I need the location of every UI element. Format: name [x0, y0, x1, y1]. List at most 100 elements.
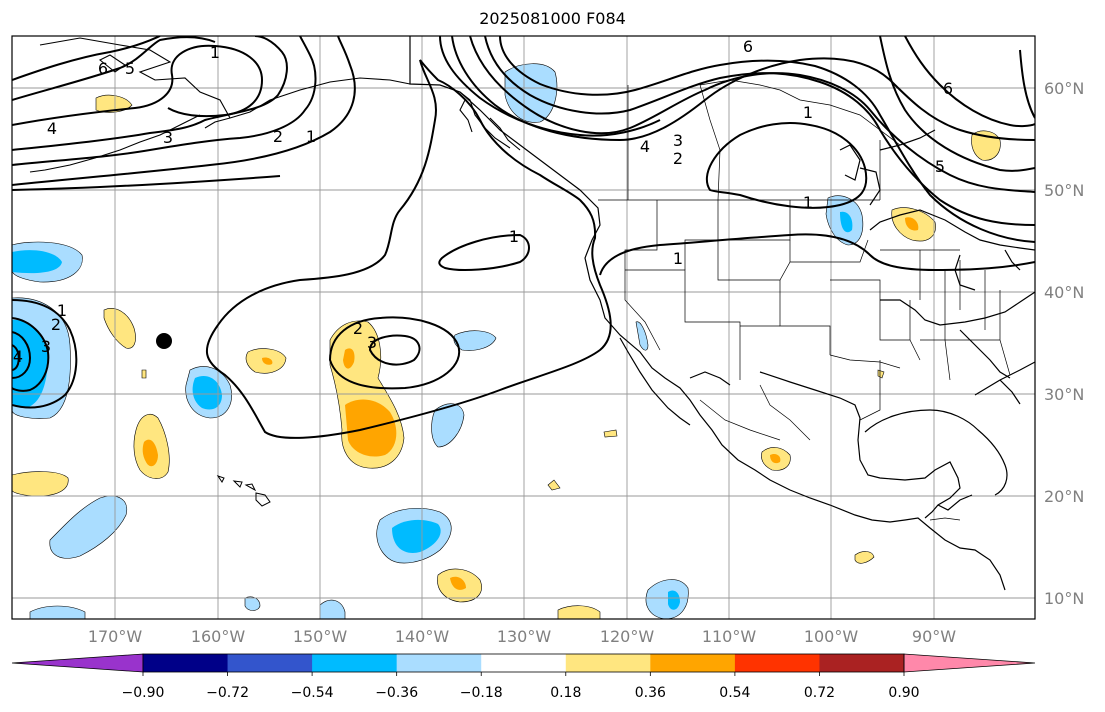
contour-label: 1 — [306, 127, 316, 146]
lat-label: 20°N — [1044, 487, 1084, 506]
height-contours — [12, 36, 1035, 439]
contour-label: 3 — [367, 333, 377, 352]
neg-patch — [29, 605, 86, 619]
colorbar-tick-label: −0.18 — [460, 685, 503, 701]
pos-patch — [450, 576, 466, 590]
contour-label: 4 — [640, 137, 650, 156]
lon-label: 130°W — [497, 627, 552, 646]
pos-patch — [547, 479, 561, 491]
pos-patch — [142, 439, 158, 467]
contour-label-group: 6 5 4 3 2 1 1 6 4 3 2 1 5 6 1 1 1 2 3 4 … — [13, 37, 953, 366]
lon-label: 100°W — [804, 627, 859, 646]
colorbar-tick-label: 0.18 — [550, 685, 581, 701]
colorbar-swatches — [11, 653, 1036, 673]
colorbar-swatch — [734, 654, 820, 672]
pos-patch — [877, 369, 885, 379]
colorbar-frame — [142, 653, 905, 673]
contour-label: 5 — [935, 157, 945, 176]
neg-patch — [504, 63, 558, 123]
pos-patch — [12, 471, 69, 497]
contour-label: 4 — [47, 119, 57, 138]
neg-patch — [645, 579, 689, 619]
pos-patch — [770, 453, 781, 464]
latitude-labels: 60°N 50°N 40°N 30°N 20°N 10°N — [1044, 79, 1084, 608]
pos-patch — [262, 357, 273, 365]
lon-label: 140°W — [395, 627, 450, 646]
graticule — [12, 36, 1035, 619]
pos-patch — [603, 429, 618, 438]
neg-patch — [668, 590, 680, 610]
contour-label: 2 — [273, 127, 283, 146]
neg-patch — [319, 599, 346, 619]
contour-label: 4 — [13, 347, 23, 366]
neg-patch — [840, 211, 853, 233]
plot-frame — [11, 35, 1036, 620]
pos-patch — [343, 348, 355, 369]
neg-patch — [192, 375, 222, 410]
colorbar-swatch — [312, 654, 398, 672]
contour-label: 3 — [673, 131, 683, 150]
colorbar-extend-high — [903, 653, 1036, 673]
lon-label: 160°W — [191, 627, 246, 646]
plot-area: 6 5 4 3 2 1 1 6 4 3 2 1 5 6 1 1 1 2 3 4 … — [12, 36, 1035, 619]
hawaii-islands — [216, 475, 271, 507]
colorbar: −0.90 −0.72 −0.54 −0.36 −0.18 0.18 0.36 0.54 0.7… — [11, 653, 1036, 701]
pos-patch — [103, 308, 136, 349]
colorbar-swatch — [396, 654, 482, 672]
lon-label: 90°W — [912, 627, 956, 646]
neg-patch — [392, 519, 441, 553]
colorbar-swatch — [565, 654, 651, 672]
colorbar-ticks: −0.90 −0.72 −0.54 −0.36 −0.18 0.18 0.36 0.54 0.7… — [122, 672, 920, 701]
lat-label: 50°N — [1044, 181, 1084, 200]
contour-label: 6 — [743, 37, 753, 56]
colorbar-extend-low — [11, 653, 144, 673]
colorbar-swatch — [819, 654, 905, 672]
pos-patch — [557, 605, 601, 619]
state-borders — [409, 36, 1011, 521]
longitude-labels: 170°W 160°W 150°W 140°W 130°W 120°W 110°… — [88, 627, 956, 646]
lat-label: 60°N — [1044, 79, 1084, 98]
contour-label: 1 — [210, 43, 220, 62]
colorbar-tick-label: 0.90 — [888, 685, 919, 701]
pos-patch — [854, 551, 875, 564]
colorbar-tick-label: 0.36 — [635, 685, 666, 701]
contour-label: 2 — [353, 319, 363, 338]
neg-patch — [635, 321, 649, 351]
colorbar-tick-label: −0.90 — [122, 685, 165, 701]
contour-label: 6 — [943, 79, 953, 98]
colorbar-swatch — [481, 654, 567, 672]
lon-label: 150°W — [293, 627, 348, 646]
map-title: 2025081000 F084 — [479, 9, 626, 28]
neg-patch — [12, 250, 62, 274]
lon-label: 120°W — [600, 627, 655, 646]
lon-label: 110°W — [702, 627, 757, 646]
contour-label: 2 — [673, 149, 683, 168]
neg-patch — [453, 330, 497, 351]
colorbar-swatch — [143, 654, 229, 672]
colorbar-tick-label: −0.36 — [375, 685, 418, 701]
colorbar-swatch — [650, 654, 736, 672]
location-marker — [156, 333, 172, 349]
contour-label: 3 — [41, 337, 51, 356]
colorbar-tick-label: 0.54 — [719, 685, 750, 701]
neg-patch — [49, 495, 128, 559]
colorbar-tick-label: 0.72 — [804, 685, 835, 701]
contour-label: 1 — [803, 193, 813, 212]
contour-label: 1 — [803, 103, 813, 122]
neg-patch — [244, 596, 261, 611]
pos-patch — [905, 217, 919, 231]
colorbar-tick-label: −0.72 — [206, 685, 249, 701]
contour-label: 1 — [57, 301, 67, 320]
contour-label: 5 — [125, 59, 135, 78]
contour-label: 1 — [509, 227, 519, 246]
colorbar-swatch — [227, 654, 313, 672]
colorbar-tick-label: −0.54 — [291, 685, 334, 701]
lat-label: 10°N — [1044, 589, 1084, 608]
lat-label: 30°N — [1044, 385, 1084, 404]
contour-label: 2 — [51, 315, 61, 334]
contour-label: 1 — [673, 249, 683, 268]
contour-label: 3 — [163, 128, 173, 147]
contour-label: 6 — [98, 59, 108, 78]
lon-label: 170°W — [88, 627, 143, 646]
